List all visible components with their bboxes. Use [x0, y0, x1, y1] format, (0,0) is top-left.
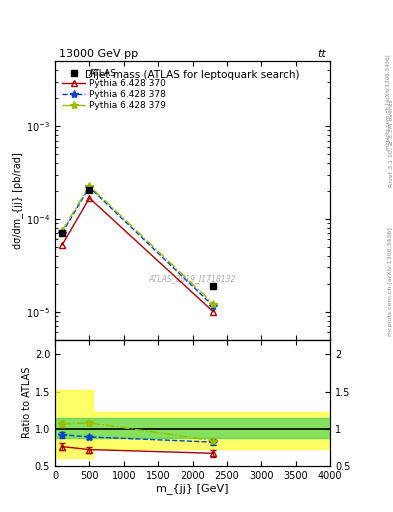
Legend: ATLAS, Pythia 6.428 370, Pythia 6.428 378, Pythia 6.428 379: ATLAS, Pythia 6.428 370, Pythia 6.428 37… [59, 66, 169, 113]
Y-axis label: Ratio to ATLAS: Ratio to ATLAS [22, 367, 32, 438]
Text: ATLAS_2019_I1718132: ATLAS_2019_I1718132 [149, 274, 236, 283]
Text: 13000 GeV pp: 13000 GeV pp [59, 49, 138, 59]
Text: Rivet 3.1.10, ≥ 3.3M events: Rivet 3.1.10, ≥ 3.3M events [388, 99, 393, 187]
X-axis label: m_{jj} [GeV]: m_{jj} [GeV] [156, 483, 229, 495]
Y-axis label: dσ/dm_{jj} [pb/rad]: dσ/dm_{jj} [pb/rad] [12, 152, 23, 249]
Text: mcplots.cern.ch [arXiv:1306.3436]: mcplots.cern.ch [arXiv:1306.3436] [386, 55, 391, 150]
Text: mcplots.cern.ch [arXiv:1306.3436]: mcplots.cern.ch [arXiv:1306.3436] [388, 227, 393, 336]
Text: Dijet mass (ATLAS for leptoquark search): Dijet mass (ATLAS for leptoquark search) [85, 70, 300, 80]
Text: tt: tt [318, 49, 326, 59]
